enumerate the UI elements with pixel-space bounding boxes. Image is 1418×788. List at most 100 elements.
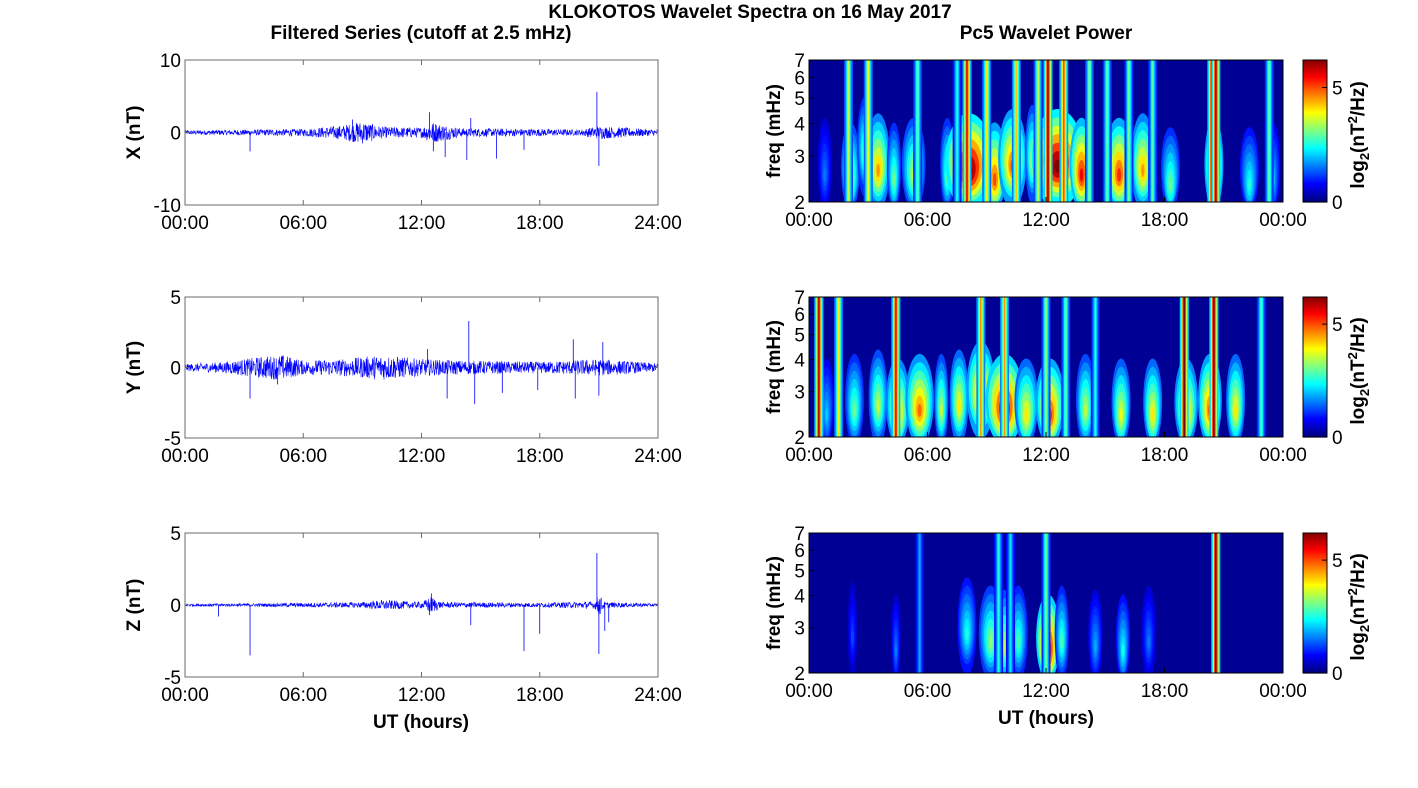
wavelet-y-colorbar-seg-15	[1303, 402, 1327, 405]
wavelet-z-colorbar-label-part-0: log	[1348, 632, 1369, 661]
wavelet-z-colorbar-seg-4	[1303, 662, 1327, 665]
wavelet-y-ytick-label-1: 3	[794, 383, 805, 404]
wavelet-z-colorbar-seg-63	[1303, 533, 1327, 536]
wavelet-x-blob-8-6	[992, 172, 997, 187]
wavelet-y-colorbar-seg-30	[1303, 369, 1327, 372]
wavelet-x-streak-6-3	[1015, 60, 1018, 202]
wavelet-y-streak-5-3	[1045, 297, 1047, 437]
wavelet-y-colorbar-seg-62	[1303, 299, 1327, 302]
wavelet-x-ytick-label-1: 3	[794, 147, 805, 168]
wavelet-y-streak-8-3	[1183, 297, 1186, 437]
wavelet-x-colorbar-seg-21	[1303, 153, 1327, 157]
wavelet-z-colorbar-seg-11	[1303, 646, 1327, 650]
wavelet-z-ylabel: freq (mHz)	[764, 556, 785, 650]
wavelet-z-colorbar-seg-47	[1303, 568, 1327, 571]
wavelet-x-ylabel: freq (mHz)	[764, 84, 785, 178]
wavelet-y-colorbar-seg-49	[1303, 327, 1327, 331]
wavelet-z-colorbar-seg-56	[1303, 548, 1327, 552]
series-x-xtick-label-0: 00:00	[161, 213, 209, 234]
wavelet-y-blob-0-6	[825, 408, 829, 422]
wavelet-x-colorbar-seg-52	[1303, 84, 1327, 88]
wavelet-z-blob-9-6	[1121, 644, 1125, 658]
wavelet-x-blob-14-6	[1141, 163, 1145, 178]
wavelet-x-streak-1-3	[867, 60, 870, 202]
series-y-trace	[184, 355, 659, 380]
wavelet-x-colorbar-seg-34	[1303, 124, 1327, 128]
wavelet-x-blob-12-6	[1079, 168, 1084, 182]
wavelet-y-colorbar-label-part-1: 2	[1357, 389, 1372, 396]
wavelet-y-colorbar-seg-2	[1303, 430, 1327, 434]
wavelet-y-colorbar-seg-51	[1303, 323, 1327, 327]
series-y-xtick-label-2: 12:00	[398, 446, 446, 467]
wavelet-y-streak-9-3	[1213, 297, 1215, 437]
wavelet-y-colorbar-label-part-4: /Hz)	[1348, 317, 1369, 352]
wavelet-x-colorbar-seg-23	[1303, 148, 1327, 152]
wavelet-z-blob-1-6	[894, 644, 898, 658]
wavelet-y-ytick-label-4: 6	[794, 305, 805, 326]
wavelet-x-colorbar-seg-2	[1303, 195, 1327, 199]
series-z-xtick-label-1: 06:00	[279, 685, 327, 706]
wavelet-z-colorbar-seg-31	[1303, 603, 1327, 606]
wavelet-z-colorbar-seg-20	[1303, 627, 1327, 630]
wavelet-z-ytick-label-3: 5	[794, 562, 805, 583]
wavelet-x-streak-0-3	[847, 60, 850, 202]
wavelet-z-ytick-label-4: 6	[794, 541, 805, 562]
wavelet-x-blob-13-6	[1117, 168, 1122, 182]
wavelet-x-colorbar-seg-26	[1303, 142, 1327, 145]
wavelet-y-xtick-label-2: 12:00	[1022, 445, 1070, 466]
wavelet-y-colorbar-seg-28	[1303, 373, 1327, 377]
wavelet-y-ytick-label-5: 7	[794, 288, 805, 309]
wavelet-x-streak-15-3	[1215, 60, 1217, 202]
wavelet-y-streak-0-3	[818, 297, 820, 437]
wavelet-z-blob-3-6	[989, 635, 993, 649]
wavelet-y-streak-6-3	[1064, 297, 1067, 437]
wavelet-z-blob-4-6	[1003, 639, 1007, 653]
wavelet-y-colorbar-seg-17	[1303, 397, 1327, 401]
series-y-xtick-label-0: 00:00	[161, 446, 209, 467]
wavelet-x-colorbar-seg-32	[1303, 128, 1327, 132]
series-z-xtick-label-0: 00:00	[161, 685, 209, 706]
wavelet-y-streak-10-3	[1260, 297, 1263, 437]
wavelet-z-colorbar-label-part-3: 2	[1345, 588, 1360, 595]
series-z-xtick-label-2: 12:00	[398, 685, 446, 706]
wavelet-x-xtick-label-2: 12:00	[1022, 210, 1070, 231]
wavelet-z-blob-5-6	[1016, 635, 1020, 649]
wavelet-x-streak-10-3	[1088, 60, 1091, 202]
series-y-ylabel: Y (nT)	[124, 341, 145, 394]
wavelet-y-colorbar-seg-3	[1303, 428, 1327, 432]
wavelet-z-colorbar-seg-24	[1303, 618, 1327, 622]
wavelet-y-colorbar-seg-20	[1303, 391, 1327, 394]
wavelet-z-colorbar-seg-2	[1303, 666, 1327, 670]
wavelet-y-colorbar-seg-24	[1303, 382, 1327, 386]
wavelet-y-colorbar-seg-48	[1303, 329, 1327, 333]
series-x-trace	[184, 122, 659, 144]
wavelet-y-colorbar-seg-9	[1303, 415, 1327, 418]
series-x-xtick-label-4: 24:00	[634, 213, 682, 234]
wavelet-y-colorbar-seg-21	[1303, 388, 1327, 392]
wavelet-x-colorbar-seg-59	[1303, 68, 1327, 72]
wavelet-y-xtick-label-4: 00:00	[1259, 445, 1307, 466]
wavelet-x-colorbar-frame	[1302, 59, 1328, 203]
wavelet-x-colorbar-label: log2(nT2/Hz)	[1345, 81, 1372, 188]
wavelet-x-colorbar-seg-19	[1303, 157, 1327, 161]
wavelet-x-blob-3-6	[876, 163, 880, 178]
wavelet-z-colorbar-frame	[1302, 532, 1328, 674]
wavelet-x-colorbar-seg-47	[1303, 95, 1327, 99]
wavelet-y-colorbar-seg-5	[1303, 423, 1327, 427]
wavelet-y-colorbar-seg-60	[1303, 303, 1327, 307]
series-z-ytick-label-0: 5	[170, 524, 181, 545]
wavelet-z-colorbar-seg-25	[1303, 616, 1327, 619]
wavelet-z-colorbar-seg-6	[1303, 657, 1327, 661]
wavelet-x-streak-8-3	[1047, 60, 1049, 202]
series-x-ylabel: X (nT)	[124, 106, 145, 160]
wavelet-x-colorbar-seg-29	[1303, 135, 1327, 139]
wavelet-x-colorbar-seg-41	[1303, 108, 1327, 112]
wavelet-y-colorbar-frame	[1302, 296, 1328, 438]
wavelet-z-xtick-label-3: 18:00	[1141, 681, 1189, 702]
wavelet-y-blob-13-6	[1151, 408, 1155, 422]
wavelet-z-colorbar-seg-35	[1303, 594, 1327, 598]
wavelet-y-colorbar-seg-18	[1303, 395, 1327, 399]
wavelet-y-colorbar-seg-44	[1303, 338, 1327, 342]
